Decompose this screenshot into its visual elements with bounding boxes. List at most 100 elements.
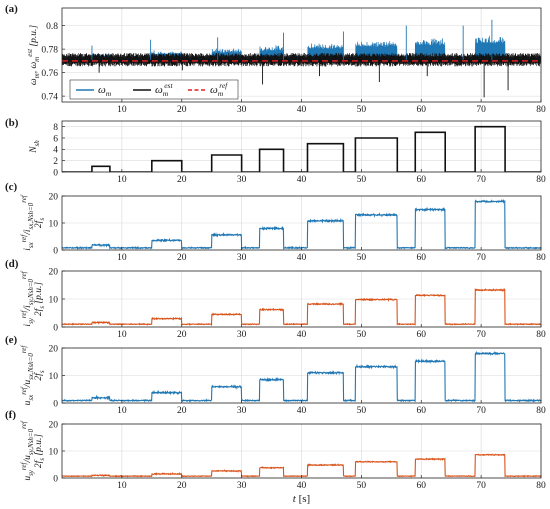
ylabel-text: ωm, ωmest [p.u.]	[26, 25, 41, 85]
ytick-label: 10	[49, 219, 59, 229]
ytick-label: 0.74	[41, 92, 58, 102]
panel-e: 20 10 0 10 20 30 40 50 60 70 80 (e)usxref/usx,Nsh=0…	[5, 334, 546, 416]
xtick-label: 50	[357, 330, 367, 340]
ytick-label: 0.76	[41, 69, 58, 79]
xtick-label: 70	[476, 253, 486, 263]
xtick-label: 30	[237, 253, 247, 263]
ylabel-text-2: 2fs [p.u.]	[33, 282, 46, 316]
xtick-label: 10	[117, 481, 127, 491]
panel-f: 20 10 0 10 20 30 40 50 60 70 80 (f) usyref/usy,Nsh=0…	[5, 409, 546, 505]
ytick-label: 10	[49, 372, 59, 382]
xtick-label: 10	[117, 406, 127, 416]
xtick-label: 60	[417, 330, 427, 340]
ylabel-text-2: 2fs [p.u.]	[33, 434, 46, 468]
ytick-label: 10	[49, 447, 59, 457]
xtick-label: 10	[117, 253, 127, 263]
xtick-label: 40	[297, 406, 307, 416]
xtick-label: 80	[536, 330, 546, 340]
xtick-label: 60	[417, 253, 427, 263]
xtick-label: 30	[237, 406, 247, 416]
xlabel: t [s]	[293, 493, 310, 505]
xtick-label: 50	[357, 175, 367, 185]
xtick-label: 70	[476, 330, 486, 340]
ytick-label: 8	[53, 123, 58, 133]
xtick-label: 70	[476, 481, 486, 491]
xtick-label: 20	[177, 330, 187, 340]
xtick-label: 40	[297, 481, 307, 491]
xtick-label: 80	[536, 481, 546, 491]
xtick-label: 10	[117, 105, 127, 115]
legend-label: ωmref	[210, 81, 228, 98]
xtick-label: 40	[297, 105, 307, 115]
xtick-label: 70	[476, 406, 486, 416]
series-nsh	[62, 125, 541, 172]
ylabel-text: isyref/isy,Nsh=0ref	[20, 270, 35, 326]
ylabel-text: usxref/usx,Nsh=0ref	[20, 345, 35, 406]
xtick-label: 30	[237, 330, 247, 340]
ytick-label: 0	[53, 399, 58, 409]
xtick-label: 10	[117, 175, 127, 185]
xtick-label: 20	[177, 481, 187, 491]
legend-box	[69, 79, 239, 100]
ytick-label: 20	[49, 420, 59, 430]
series-omega-m-est	[62, 52, 541, 67]
xtick-label: 80	[536, 406, 546, 416]
panel-a: ωm ωmest ωmref 0.8 0.78 0.76 0.74 10 20 30 40 50 60 7…	[5, 3, 546, 115]
ytick-label: 2	[53, 157, 58, 167]
xtick-label: 60	[417, 406, 427, 416]
xtick-label: 60	[417, 481, 427, 491]
plot-area	[62, 125, 541, 172]
ylabel: ωm, ωmest [p.u.]	[26, 25, 41, 85]
xtick-label: 20	[177, 175, 187, 185]
xtick-label: 40	[297, 330, 307, 340]
ylabel: Nsh	[29, 140, 41, 154]
xtick-label: 50	[357, 105, 367, 115]
xtick-label: 30	[237, 105, 247, 115]
panel-label: (a)	[5, 3, 18, 15]
legend-label: ωmest	[155, 81, 173, 98]
ylabel-text: isxref/isx,Nsh=0ref	[20, 194, 35, 251]
ylabel-text-2: 2fs	[33, 218, 46, 228]
ytick-label: 20	[49, 192, 59, 202]
ylabel-text: Nsh	[29, 140, 41, 154]
xtick-label: 30	[237, 481, 247, 491]
panel-c: 20 10 0 10 20 30 40 50 60 70 80 (c)isxref/isx,Nsh=0…	[5, 181, 546, 263]
plot-area	[62, 19, 541, 98]
ytick-label: 0	[53, 474, 58, 484]
xtick-label: 70	[476, 105, 486, 115]
ytick-label: 20	[49, 267, 59, 277]
panel-label: (e)	[5, 334, 18, 346]
legend-label: ωm	[98, 84, 112, 98]
ytick-label: 0	[53, 246, 58, 256]
xtick-label: 80	[536, 175, 546, 185]
panel-label: (d)	[5, 258, 19, 270]
ytick-label: 4	[53, 146, 58, 156]
xtick-label: 20	[177, 105, 187, 115]
ytick-label: 0	[53, 323, 58, 333]
legend: ωm ωmest ωmref	[69, 79, 239, 100]
xtick-label: 10	[117, 330, 127, 340]
panel-label: (b)	[5, 117, 19, 129]
panel-d: 20 10 0 10 20 30 40 50 60 70 80 (d)isyref/isy,Nsh=0…	[5, 258, 546, 340]
xtick-label: 70	[476, 175, 486, 185]
xtick-label: 50	[357, 406, 367, 416]
ytick-label: 10	[49, 295, 59, 305]
panel-label: (f)	[5, 409, 16, 421]
xtick-label: 40	[297, 175, 307, 185]
xtick-label: 20	[177, 253, 187, 263]
xtick-label: 80	[536, 105, 546, 115]
xtick-label: 60	[417, 175, 427, 185]
xtick-label: 40	[297, 253, 307, 263]
xtick-label: 50	[357, 481, 367, 491]
panel-label: (c)	[5, 181, 18, 193]
ylabel-text: usyref/usy,Nsh=0ref	[20, 420, 35, 480]
ytick-label: 20	[49, 344, 59, 354]
xtick-label: 20	[177, 406, 187, 416]
xtick-label: 50	[357, 253, 367, 263]
